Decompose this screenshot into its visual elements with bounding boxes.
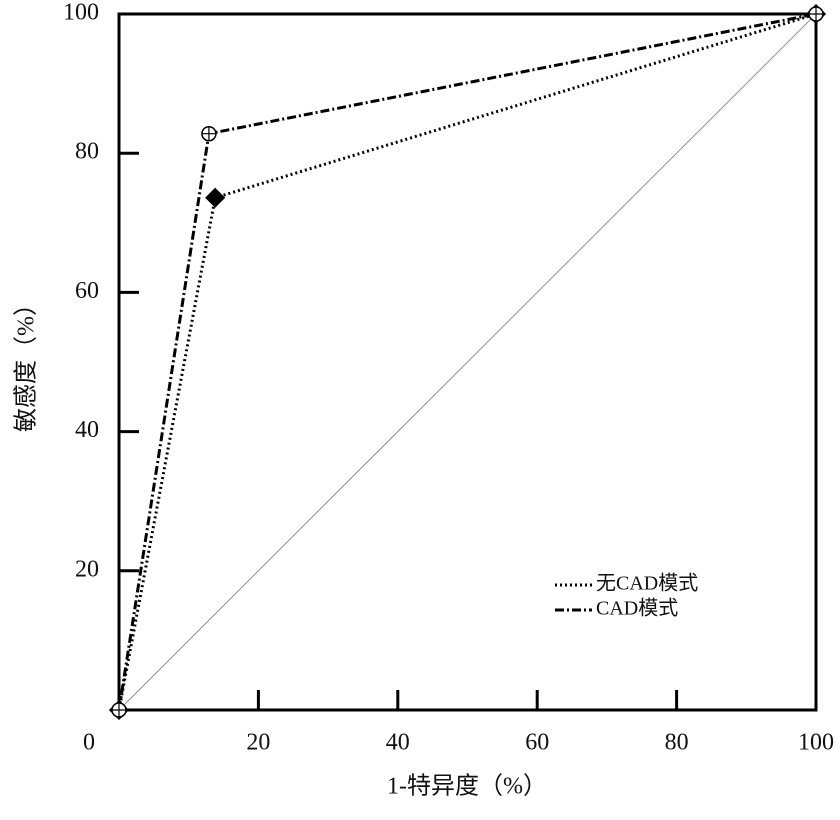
x-tick-label: 0 xyxy=(83,730,95,756)
y-tick-label: 80 xyxy=(75,139,99,165)
plot-frame xyxy=(117,12,818,712)
circle-cross xyxy=(809,7,823,21)
x-tick-label: 80 xyxy=(665,730,689,756)
legend-label: 无CAD模式 xyxy=(596,572,698,595)
diamond-marker xyxy=(205,187,226,208)
y-tick-label: 60 xyxy=(75,278,99,304)
x-tick-label: 100 xyxy=(798,730,834,756)
x-axis-label: 1-特异度（%） xyxy=(387,773,547,800)
x-tick-label: 40 xyxy=(386,730,410,756)
x-tick-label: 20 xyxy=(246,730,270,756)
circle-cross xyxy=(112,703,126,717)
circle-cross xyxy=(201,126,216,141)
legend-label: CAD模式 xyxy=(596,597,678,620)
y-tick-label: 40 xyxy=(75,417,99,443)
x-tick-label: 60 xyxy=(525,730,549,756)
y-axis-label: 敏感度（%） xyxy=(13,292,40,432)
y-tick-label: 100 xyxy=(63,0,99,26)
reference-line xyxy=(118,13,817,711)
y-tick-label: 20 xyxy=(75,556,99,582)
